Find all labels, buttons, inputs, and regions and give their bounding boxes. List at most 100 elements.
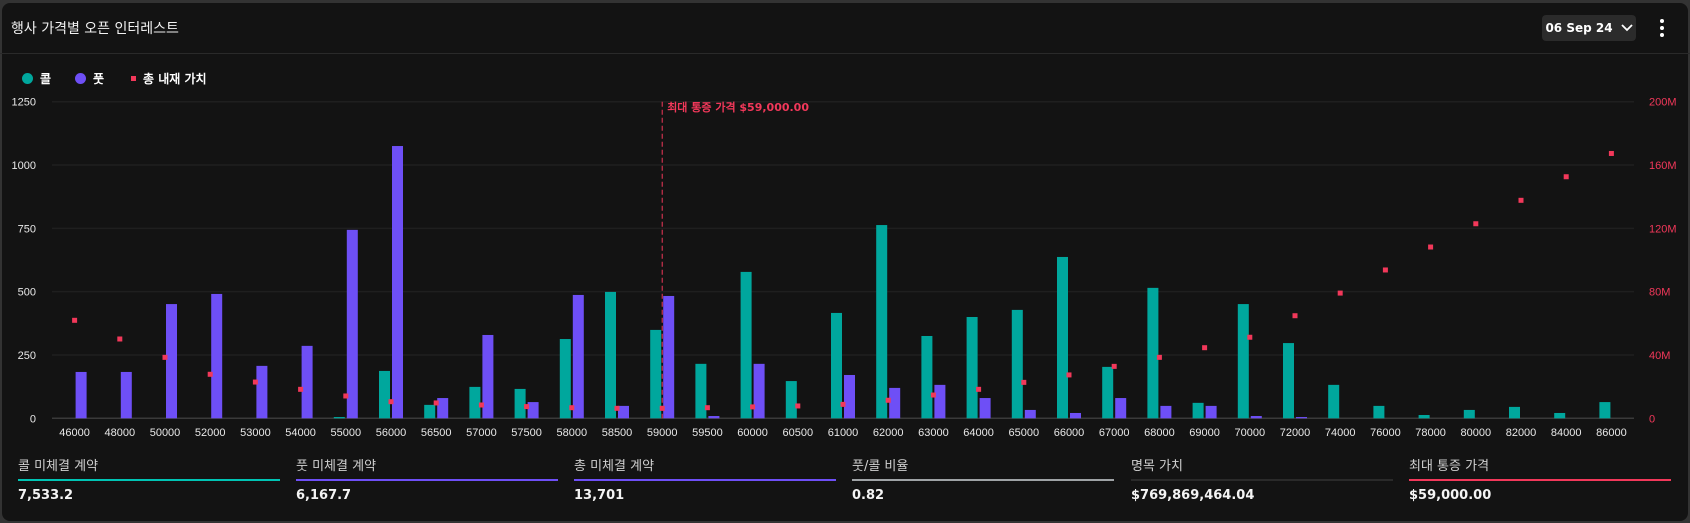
x-tick-label: 65000 xyxy=(1009,427,1040,439)
x-tick-label: 67000 xyxy=(1099,427,1130,439)
call-bar xyxy=(1283,343,1294,419)
put-bar xyxy=(211,293,223,419)
call-bar xyxy=(1237,304,1249,419)
intrinsic-value-point xyxy=(1563,174,1569,180)
intrinsic-value-point xyxy=(1518,197,1524,203)
intrinsic-value-point xyxy=(252,379,258,385)
card-title: 행사 가격별 오픈 인터레스트 xyxy=(11,21,179,37)
intrinsic-value-point xyxy=(1111,363,1117,369)
stat-label: 풋/콜 비율 xyxy=(852,459,909,474)
legend-put[interactable]: 풋 xyxy=(75,70,104,87)
stat-underline xyxy=(852,479,1114,481)
x-tick-label: 69000 xyxy=(1189,427,1220,439)
x-tick-label: 78000 xyxy=(1415,427,1446,439)
intrinsic-value-point xyxy=(930,392,936,398)
intrinsic-value-point xyxy=(1473,221,1479,227)
intrinsic-value-point xyxy=(795,403,801,409)
intrinsic-value-point xyxy=(343,393,349,399)
put-bar xyxy=(1115,398,1127,419)
put-bar xyxy=(708,416,720,419)
header-divider xyxy=(0,53,1690,54)
call-bar xyxy=(921,335,933,419)
put-bar xyxy=(572,294,584,419)
y-left-tick-label: 0 xyxy=(30,413,36,425)
put-bar xyxy=(346,229,358,419)
call-bar xyxy=(424,404,436,419)
stat-3: 풋/콜 비율 0.82 xyxy=(852,455,1114,503)
x-tick-label: 56000 xyxy=(376,427,407,439)
stat-value: 6,167.7 xyxy=(296,488,352,503)
intrinsic-value-point xyxy=(885,397,891,403)
put-bar xyxy=(527,402,539,419)
y-right-tick-label: 200M xyxy=(1649,97,1677,109)
call-bar xyxy=(379,370,390,419)
intrinsic-value-point xyxy=(569,405,575,411)
call-bar xyxy=(1102,366,1114,419)
y-left-tick-label: 500 xyxy=(18,287,36,299)
y-right-tick-label: 0 xyxy=(1649,413,1655,425)
intrinsic-value-point xyxy=(840,401,846,407)
x-tick-label: 56500 xyxy=(421,427,452,439)
intrinsic-value-point xyxy=(1066,372,1072,378)
x-tick-label: 86000 xyxy=(1596,427,1627,439)
intrinsic-value-point xyxy=(207,371,213,377)
stat-underline xyxy=(1409,479,1671,481)
x-tick-label: 60000 xyxy=(737,427,768,439)
y-left-tick-label: 1000 xyxy=(12,160,36,172)
date-select[interactable]: 06 Sep 24 xyxy=(1542,15,1636,41)
legend-call[interactable]: 콜 xyxy=(22,70,51,87)
call-bar xyxy=(1192,402,1204,419)
stat-4: 명목 가치 $769,869,464.04 xyxy=(1131,455,1393,503)
put-bar xyxy=(753,363,765,419)
x-tick-label: 76000 xyxy=(1370,427,1401,439)
x-tick-label: 84000 xyxy=(1551,427,1582,439)
stat-1: 풋 미체결 계약 6,167.7 xyxy=(296,455,558,503)
call-bar xyxy=(740,271,752,419)
call-bar xyxy=(1418,415,1430,419)
stat-underline xyxy=(296,479,558,481)
put-bar xyxy=(1070,412,1081,419)
x-tick-label: 62000 xyxy=(873,427,904,439)
stat-underline xyxy=(1131,479,1393,481)
call-bar xyxy=(966,316,978,419)
x-tick-label: 50000 xyxy=(150,427,181,439)
intrinsic-value-point xyxy=(614,405,620,411)
x-tick-label: 55000 xyxy=(331,427,362,439)
stat-label: 총 미체결 계약 xyxy=(574,459,655,474)
x-tick-label: 48000 xyxy=(105,427,136,439)
call-bar xyxy=(469,386,481,419)
x-tick-label: 52000 xyxy=(195,427,226,439)
intrinsic-value-point xyxy=(117,336,123,342)
call-bar xyxy=(1328,384,1340,419)
x-tick-label: 53000 xyxy=(240,427,271,439)
call-bar xyxy=(876,225,888,419)
stat-2: 총 미체결 계약 13,701 xyxy=(574,455,836,503)
intrinsic-value-point xyxy=(1021,379,1027,385)
legend-call-swatch xyxy=(22,73,33,84)
chevron-down-icon xyxy=(1620,24,1633,32)
stat-value: $769,869,464.04 xyxy=(1131,488,1255,503)
more-options-icon[interactable] xyxy=(1656,16,1668,40)
legend-call-label: 콜 xyxy=(40,72,52,86)
call-bar xyxy=(1147,287,1159,419)
y-right-tick-label: 160M xyxy=(1649,160,1677,172)
max-pain-label: 최대 통증 가격 $59,000.00 xyxy=(667,100,809,114)
open-interest-card xyxy=(2,3,1688,521)
call-bar xyxy=(1463,409,1475,419)
y-left-tick-label: 1250 xyxy=(12,97,36,109)
legend-put-label: 풋 xyxy=(93,72,105,86)
x-tick-label: 61000 xyxy=(828,427,859,439)
call-bar xyxy=(1373,405,1385,419)
x-tick-label: 58000 xyxy=(557,427,588,439)
legend-intrinsic[interactable]: 총 내재 가치 xyxy=(131,70,207,87)
call-bar xyxy=(695,363,707,419)
intrinsic-value-point xyxy=(750,404,756,410)
x-tick-label: 68000 xyxy=(1144,427,1175,439)
intrinsic-value-point xyxy=(1428,244,1434,250)
y-left-tick-label: 750 xyxy=(18,223,36,235)
x-tick-label: 59000 xyxy=(647,427,678,439)
intrinsic-value-point xyxy=(1292,313,1298,319)
intrinsic-value-point xyxy=(298,386,304,392)
y-right-tick-label: 40M xyxy=(1649,350,1670,362)
call-bar xyxy=(1554,412,1566,419)
